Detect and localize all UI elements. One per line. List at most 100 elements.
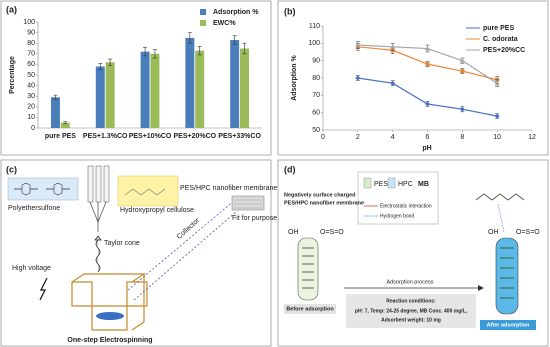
label: HPC — [398, 181, 413, 188]
bar — [50, 97, 60, 128]
x-tick-label: 10 — [493, 134, 501, 141]
y-tick-label: 90 — [312, 58, 320, 65]
panel-label: (d) — [284, 164, 296, 174]
label: MB — [418, 181, 429, 188]
y-tick-label: 70 — [312, 92, 320, 99]
caption-box — [284, 304, 336, 314]
legend-label: Adsorption % — [213, 9, 259, 16]
panel-frame — [0, 0, 272, 156]
y-axis-label: Adsorption % — [291, 54, 298, 100]
label: Hydrogen bond — [380, 213, 414, 219]
label: O=S=O — [320, 229, 344, 236]
x-tick-label: PES+33%CO — [218, 133, 261, 140]
membrane-tube — [495, 237, 519, 315]
label: Before adsorption — [286, 306, 334, 312]
bar — [60, 122, 70, 128]
molecule-box — [117, 175, 179, 207]
bond — [497, 203, 505, 233]
bar — [230, 40, 240, 128]
label: One-step Electrospinning — [67, 337, 152, 344]
label: PES/HPC nanofiber membrane — [180, 185, 277, 192]
legend-label: pure PES — [483, 25, 514, 32]
legend-label: C. odorata — [483, 36, 518, 43]
y-tick-label: 50 — [312, 127, 320, 134]
ring — [21, 182, 31, 196]
label: O=S=O — [516, 229, 540, 236]
legend-box — [357, 171, 439, 225]
label: PES — [374, 181, 388, 188]
y-axis-label: Percentage — [9, 56, 16, 94]
y-tick-label: 100 — [23, 19, 35, 26]
y-tick-label: 80 — [27, 40, 35, 47]
cube — [71, 273, 146, 331]
panel-label: (c) — [6, 164, 17, 174]
x-axis-label: pH — [422, 145, 431, 152]
syringe — [87, 165, 94, 203]
syringe — [95, 165, 102, 203]
panel-d: (d) PES HPC MB Electrostatic interaction… — [284, 164, 540, 330]
marker — [460, 69, 465, 74]
label: Fit for purpose — [232, 215, 277, 222]
ring — [53, 182, 63, 196]
y-tick-label: 50 — [27, 72, 35, 79]
x-tick-label: 2 — [356, 134, 360, 141]
label: Adsorbent weight: 10 mg — [381, 317, 441, 323]
syringe — [103, 165, 110, 203]
fiber-mat — [96, 312, 124, 320]
bar — [140, 51, 150, 128]
fibers — [302, 247, 314, 289]
molecule — [124, 188, 166, 196]
legend-label: EWC% — [213, 20, 236, 27]
marker — [390, 80, 396, 86]
label: Polyethersulfone — [8, 205, 60, 212]
panel-frame — [277, 159, 549, 347]
panel-c: (c) Polyethersulfone Hydroxypropyl cellu… — [6, 164, 277, 343]
marker — [425, 101, 430, 107]
label: Electrostatic interaction — [380, 203, 432, 209]
y-tick-label: 80 — [312, 75, 320, 82]
bar — [195, 50, 205, 129]
x-tick-label: 6 — [426, 134, 430, 141]
caption-box — [480, 320, 536, 330]
x-tick-label: PES+20%CO — [173, 133, 216, 140]
connector — [89, 201, 107, 232]
x-tick-label: PES+1.3%CO — [83, 133, 128, 140]
fibers — [500, 247, 514, 299]
panel-label: (a) — [6, 4, 17, 14]
marker — [459, 106, 465, 112]
membrane — [231, 195, 265, 211]
marker — [494, 80, 500, 86]
mb-molecule — [475, 193, 525, 201]
legend-label: PES+20%CC — [483, 47, 525, 54]
voltage-symbol — [39, 277, 48, 301]
icon — [387, 177, 396, 189]
icon — [363, 177, 372, 189]
panel-label: (b) — [284, 6, 296, 16]
label: pH: 7, Temp: 24-25 degree, MB Conc. 400 … — [355, 308, 468, 314]
marker — [494, 113, 500, 119]
x-tick-label: 8 — [460, 134, 464, 141]
marker — [425, 46, 430, 51]
x-tick-label: 4 — [391, 134, 395, 141]
y-tick-label: 20 — [27, 104, 35, 111]
x-tick-label: pure PES — [45, 133, 76, 140]
marker — [459, 58, 465, 63]
y-tick-label: 100 — [308, 40, 320, 47]
arrowhead — [478, 285, 484, 291]
panel-frame — [0, 159, 272, 347]
marker — [390, 44, 396, 49]
legend-swatch — [200, 9, 206, 15]
label: PES/HPC nanofiber membrane — [284, 200, 364, 206]
label: High voltage — [12, 265, 51, 272]
bar — [150, 53, 160, 128]
bar — [185, 37, 195, 128]
y-tick-label: 70 — [27, 51, 35, 58]
x-tick-label: 0 — [321, 134, 325, 141]
conditions-box — [346, 294, 476, 328]
label: Reaction conditions: — [386, 298, 436, 304]
marker — [355, 75, 361, 81]
callout — [127, 199, 237, 301]
label: Taylor cone — [104, 240, 140, 247]
y-tick-label: 60 — [27, 61, 35, 68]
fibers — [234, 199, 262, 209]
